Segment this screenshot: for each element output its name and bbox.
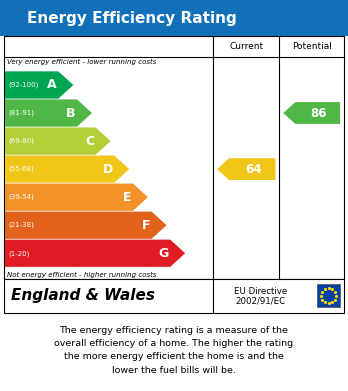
Text: 2002/91/EC: 2002/91/EC xyxy=(235,297,285,306)
Bar xyxy=(317,284,340,307)
Text: (55-68): (55-68) xyxy=(8,166,34,172)
Polygon shape xyxy=(217,158,275,180)
Text: The energy efficiency rating is a measure of the
overall efficiency of a home. T: The energy efficiency rating is a measur… xyxy=(54,326,294,375)
Text: C: C xyxy=(85,135,94,147)
Polygon shape xyxy=(5,99,92,127)
Text: (92-100): (92-100) xyxy=(8,82,39,88)
Text: Very energy efficient - lower running costs: Very energy efficient - lower running co… xyxy=(7,58,156,65)
Text: G: G xyxy=(158,247,169,260)
Text: (1-20): (1-20) xyxy=(8,250,30,256)
Text: (21-38): (21-38) xyxy=(8,222,34,228)
Bar xyxy=(4,36,344,279)
Polygon shape xyxy=(5,127,111,155)
Polygon shape xyxy=(5,212,167,239)
Text: A: A xyxy=(47,79,57,91)
Polygon shape xyxy=(5,240,185,267)
Text: (81-91): (81-91) xyxy=(8,110,34,116)
Text: 86: 86 xyxy=(310,106,327,120)
Text: F: F xyxy=(142,219,150,232)
Text: Energy Efficiency Rating: Energy Efficiency Rating xyxy=(27,11,237,26)
Text: Potential: Potential xyxy=(292,42,332,51)
Bar xyxy=(0,0,348,36)
Polygon shape xyxy=(5,183,148,211)
Text: England & Wales: England & Wales xyxy=(11,288,155,303)
Text: E: E xyxy=(123,191,132,204)
Polygon shape xyxy=(5,71,73,99)
Text: 64: 64 xyxy=(245,163,261,176)
Text: Current: Current xyxy=(229,42,263,51)
Text: (39-54): (39-54) xyxy=(8,194,34,201)
Text: EU Directive: EU Directive xyxy=(234,287,287,296)
Bar xyxy=(4,279,344,313)
Text: Not energy efficient - higher running costs: Not energy efficient - higher running co… xyxy=(7,272,157,278)
Text: (69-80): (69-80) xyxy=(8,138,34,144)
Text: D: D xyxy=(103,163,113,176)
Polygon shape xyxy=(283,102,340,124)
Polygon shape xyxy=(5,156,129,183)
Text: B: B xyxy=(66,106,76,120)
